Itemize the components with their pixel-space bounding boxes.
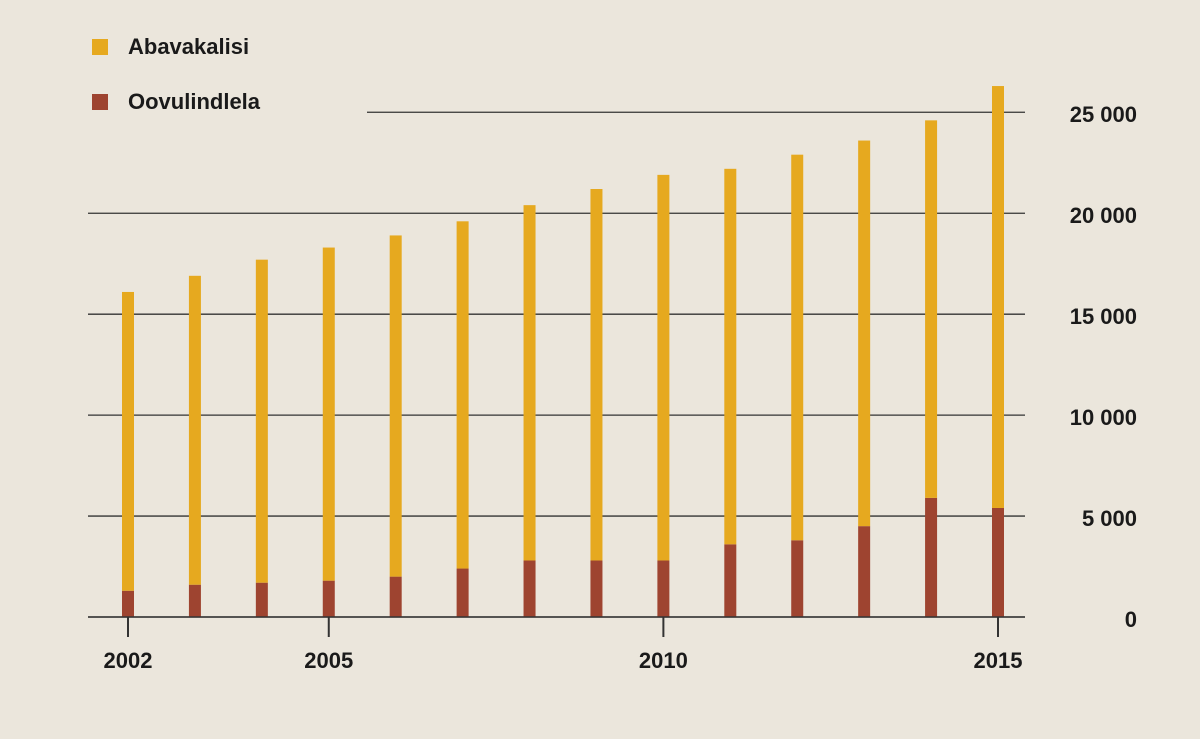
bar-segment bbox=[791, 154, 804, 541]
bar-segment bbox=[322, 580, 335, 617]
y-tick-label: 0 bbox=[1125, 607, 1137, 632]
bar-segment bbox=[523, 205, 536, 561]
y-tick-label: 15 000 bbox=[1070, 304, 1137, 329]
bar-segment bbox=[791, 540, 804, 617]
legend-label: Oovulindlela bbox=[128, 89, 261, 114]
bar-segment bbox=[456, 221, 469, 569]
bar-segment bbox=[122, 590, 134, 617]
x-tick-label: 2005 bbox=[304, 648, 353, 673]
y-tick-label: 25 000 bbox=[1070, 102, 1137, 127]
legend-swatch bbox=[92, 39, 108, 55]
bar-segment bbox=[992, 86, 1004, 508]
bar-segment bbox=[389, 235, 402, 577]
bar-segment bbox=[858, 140, 871, 527]
x-tick-label: 2015 bbox=[974, 648, 1023, 673]
bar-segment bbox=[523, 560, 536, 617]
bar-segment bbox=[724, 168, 737, 545]
bar-segment bbox=[925, 120, 938, 498]
y-tick-label: 5 000 bbox=[1082, 506, 1137, 531]
bar-segment bbox=[590, 189, 603, 561]
bar-segment bbox=[456, 568, 469, 617]
bar-segment bbox=[389, 576, 402, 617]
bar-segment bbox=[122, 291, 134, 591]
legend-label: Abavakalisi bbox=[128, 34, 249, 59]
bar-segment bbox=[322, 247, 335, 581]
bar-segment bbox=[188, 275, 201, 585]
bar-segment bbox=[858, 526, 871, 617]
bar-segment bbox=[657, 560, 670, 617]
bar-segment bbox=[925, 497, 938, 617]
x-tick-label: 2010 bbox=[639, 648, 688, 673]
bar-segment bbox=[255, 582, 268, 617]
legend-swatch bbox=[92, 94, 108, 110]
bar-segment bbox=[590, 560, 603, 617]
y-tick-label: 20 000 bbox=[1070, 203, 1137, 228]
bar-segment bbox=[992, 507, 1004, 617]
bar-segment bbox=[255, 259, 268, 583]
bar-segment bbox=[657, 174, 670, 561]
bar-segment bbox=[724, 544, 737, 617]
x-tick-label: 2002 bbox=[104, 648, 153, 673]
bar-segment bbox=[188, 584, 201, 617]
y-tick-label: 10 000 bbox=[1070, 405, 1137, 430]
